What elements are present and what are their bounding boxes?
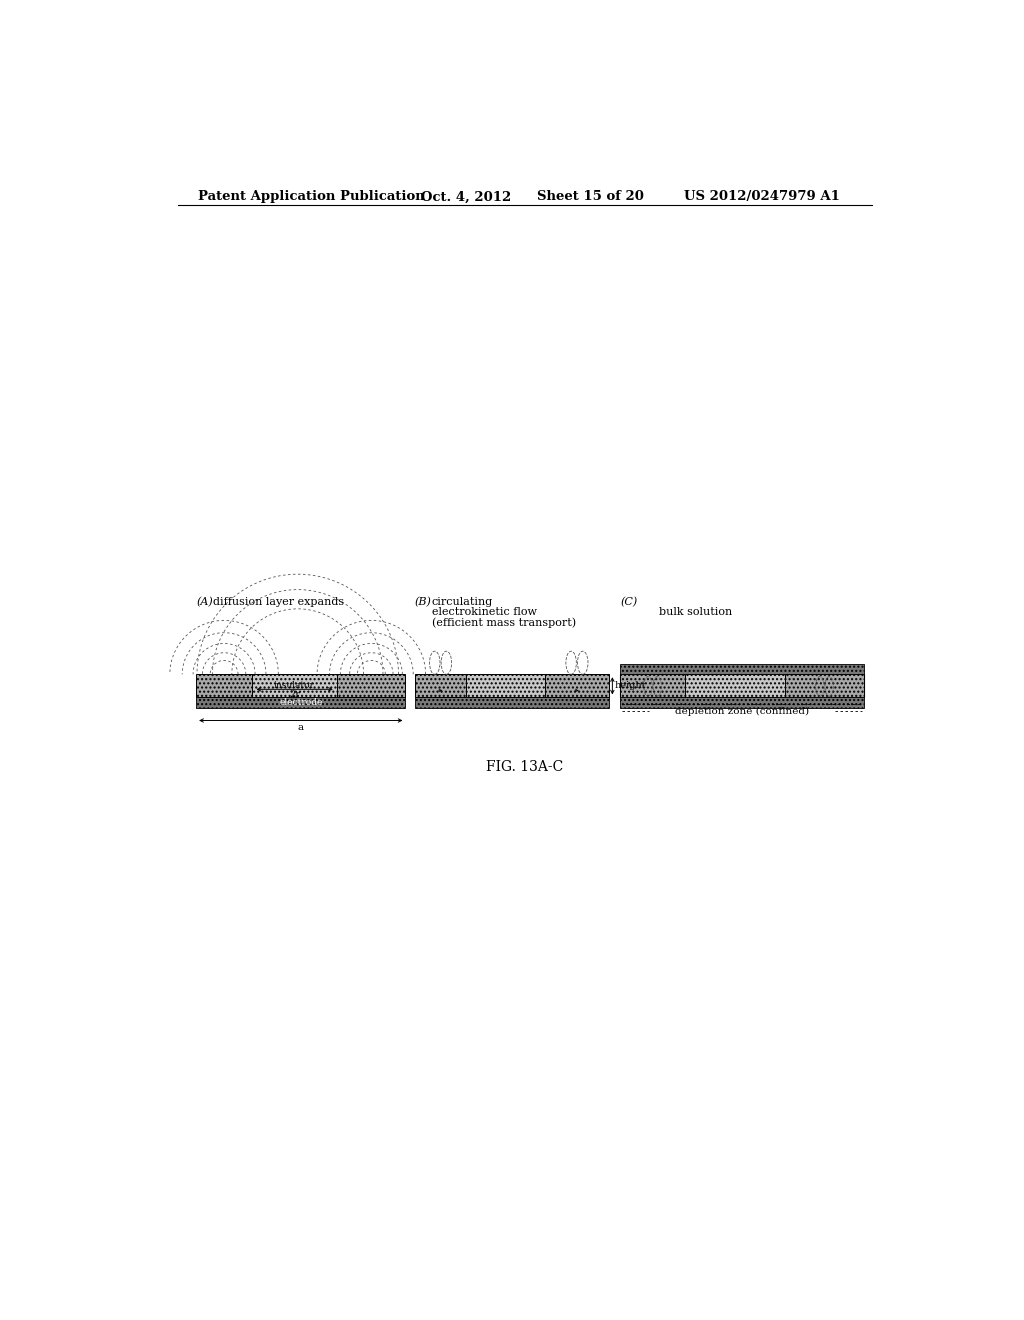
- Text: diffusion layer expands: diffusion layer expands: [213, 598, 344, 607]
- Bar: [621, 697, 864, 708]
- Text: depletion zone (confined): depletion zone (confined): [675, 706, 809, 715]
- Bar: [466, 675, 546, 697]
- Text: FIG. 13A-C: FIG. 13A-C: [486, 760, 563, 774]
- Bar: [621, 675, 864, 697]
- Text: Oct. 4, 2012: Oct. 4, 2012: [421, 190, 511, 203]
- Bar: [337, 675, 406, 697]
- Text: (A): (A): [197, 598, 213, 607]
- Text: Sheet 15 of 20: Sheet 15 of 20: [538, 190, 644, 203]
- Text: circulating: circulating: [432, 598, 493, 607]
- Text: 2r: 2r: [289, 690, 300, 700]
- Bar: [197, 694, 406, 697]
- Text: (C): (C): [621, 598, 637, 607]
- Text: bulk solution: bulk solution: [658, 607, 732, 618]
- Bar: [415, 694, 608, 697]
- Bar: [621, 675, 685, 697]
- Bar: [197, 697, 406, 708]
- Text: electrode: electrode: [280, 698, 323, 708]
- Text: electrokinetic flow: electrokinetic flow: [432, 607, 537, 618]
- Bar: [415, 697, 608, 708]
- Bar: [546, 675, 608, 697]
- Bar: [197, 675, 252, 697]
- Bar: [784, 675, 864, 697]
- Bar: [685, 675, 784, 697]
- Text: insulator: insulator: [274, 681, 315, 690]
- Text: Patent Application Publication: Patent Application Publication: [198, 190, 425, 203]
- Text: (B): (B): [415, 598, 432, 607]
- Bar: [252, 675, 337, 697]
- Text: a: a: [298, 723, 304, 731]
- Bar: [415, 675, 466, 697]
- Text: (efficient mass transport): (efficient mass transport): [432, 618, 575, 628]
- Text: height: height: [614, 681, 646, 690]
- Bar: [621, 664, 864, 675]
- Text: US 2012/0247979 A1: US 2012/0247979 A1: [684, 190, 841, 203]
